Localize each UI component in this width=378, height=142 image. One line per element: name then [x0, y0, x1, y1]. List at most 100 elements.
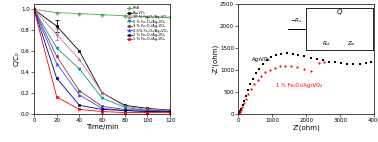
- X-axis label: Time/min: Time/min: [86, 124, 118, 130]
- 10 % Fe₂O₃/Ag₃VO₄: [145, 109, 150, 110]
- Point: [245, 93, 251, 95]
- 5 % Fe₂O₃/Ag₃VO₄: [32, 9, 36, 10]
- Point: [301, 68, 307, 70]
- Point: [253, 72, 259, 75]
- 5 % Fe₂O₃/Ag₃VO₄: [54, 47, 59, 49]
- 1 % Fe₂O₃/Ag₃VO₄: [32, 9, 36, 10]
- Ag₃VO₄: [100, 92, 104, 94]
- Point: [308, 70, 314, 72]
- 10 % Fe₂O₃/Ag₃VO₄: [32, 9, 36, 10]
- Point: [237, 110, 243, 112]
- 3 % Fe₂O₃/Ag₃VO₄: [77, 90, 82, 92]
- Line: 2 % Fe₂O₃/Ag₃VO₄: 2 % Fe₂O₃/Ag₃VO₄: [33, 8, 172, 113]
- 3 % Fe₂O₃/Ag₃VO₄: [32, 9, 36, 10]
- 2 % Fe₂O₃/Ag₃VO₄: [32, 9, 36, 10]
- 2 % Fe₂O₃/Ag₃VO₄: [145, 111, 150, 112]
- Legend: RhB, Ag₃VO₄, 10 % Fe₂O₃/Ag₃VO₄, 5 % Fe₂O₃/Ag₃VO₄, 3 % Fe₂O₃/Ag₃VO₄, 0.5% Fe₂O₃/A: RhB, Ag₃VO₄, 10 % Fe₂O₃/Ag₃VO₄, 5 % Fe₂O…: [126, 6, 168, 42]
- Point: [308, 57, 314, 59]
- Point: [264, 59, 270, 61]
- Point: [236, 112, 242, 114]
- Text: Ag₃VO₄: Ag₃VO₄: [253, 57, 271, 62]
- Point: [320, 59, 326, 61]
- 0.5% Fe₂O₃/Ag₃VO₄: [168, 111, 172, 112]
- Point: [282, 65, 288, 67]
- 1 % Fe₂O₃/Ag₃VO₄: [77, 109, 82, 110]
- Point: [260, 63, 266, 65]
- 2 % Fe₂O₃/Ag₃VO₄: [54, 77, 59, 79]
- Point: [247, 83, 253, 85]
- 1 % Fe₂O₃/Ag₃VO₄: [100, 111, 104, 112]
- Point: [254, 79, 260, 81]
- Y-axis label: -Z'(ohm): -Z'(ohm): [212, 44, 218, 74]
- X-axis label: Z'(ohm): Z'(ohm): [292, 124, 320, 131]
- 10 % Fe₂O₃/Ag₃VO₄: [77, 59, 82, 60]
- Ag₃VO₄: [145, 107, 150, 109]
- Point: [338, 62, 344, 64]
- 5 % Fe₂O₃/Ag₃VO₄: [100, 97, 104, 99]
- Line: 0.5% Fe₂O₃/Ag₃VO₄: 0.5% Fe₂O₃/Ag₃VO₄: [33, 8, 172, 113]
- 2 % Fe₂O₃/Ag₃VO₄: [100, 109, 104, 110]
- Point: [278, 53, 284, 55]
- Line: Ag₃VO₄: Ag₃VO₄: [33, 8, 172, 112]
- Point: [241, 100, 247, 102]
- Point: [316, 62, 322, 64]
- Point: [248, 88, 254, 90]
- Point: [236, 112, 242, 114]
- Point: [363, 62, 369, 64]
- RhB: [54, 12, 59, 13]
- Point: [277, 65, 283, 67]
- 1 % Fe₂O₃/Ag₃VO₄: [145, 112, 150, 113]
- 5 % Fe₂O₃/Ag₃VO₄: [77, 68, 82, 70]
- Point: [241, 102, 247, 104]
- 0.5% Fe₂O₃/Ag₃VO₄: [32, 9, 36, 10]
- 0.5% Fe₂O₃/Ag₃VO₄: [122, 110, 127, 111]
- 3 % Fe₂O₃/Ag₃VO₄: [145, 110, 150, 111]
- Point: [243, 98, 249, 100]
- 3 % Fe₂O₃/Ag₃VO₄: [168, 110, 172, 112]
- 1 % Fe₂O₃/Ag₃VO₄: [54, 96, 59, 98]
- RhB: [100, 14, 104, 15]
- 2 % Fe₂O₃/Ag₃VO₄: [77, 104, 82, 106]
- RhB: [32, 9, 36, 10]
- Line: 1 % Fe₂O₃/Ag₃VO₄: 1 % Fe₂O₃/Ag₃VO₄: [33, 8, 172, 114]
- 10 % Fe₂O₃/Ag₃VO₄: [54, 34, 59, 35]
- Point: [268, 56, 274, 58]
- 0.5% Fe₂O₃/Ag₃VO₄: [145, 111, 150, 112]
- 2 % Fe₂O₃/Ag₃VO₄: [168, 111, 172, 113]
- Point: [238, 109, 244, 111]
- Point: [251, 83, 257, 85]
- 5 % Fe₂O₃/Ag₃VO₄: [122, 106, 127, 108]
- Point: [301, 55, 307, 57]
- Ag₃VO₄: [168, 109, 172, 111]
- Ag₃VO₄: [77, 50, 82, 52]
- 10 % Fe₂O₃/Ag₃VO₄: [122, 106, 127, 107]
- 3 % Fe₂O₃/Ag₃VO₄: [100, 106, 104, 107]
- 10 % Fe₂O₃/Ag₃VO₄: [100, 92, 104, 94]
- Point: [243, 95, 249, 97]
- Point: [290, 53, 296, 55]
- 2 % Fe₂O₃/Ag₃VO₄: [122, 110, 127, 111]
- Point: [284, 52, 290, 54]
- Point: [250, 78, 256, 80]
- Point: [350, 63, 356, 65]
- RhB: [122, 15, 127, 17]
- RhB: [168, 16, 172, 18]
- Point: [321, 60, 327, 63]
- RhB: [145, 16, 150, 18]
- Point: [314, 58, 320, 60]
- Ag₃VO₄: [54, 25, 59, 27]
- Point: [267, 69, 273, 71]
- 10 % Fe₂O₃/Ag₃VO₄: [168, 110, 172, 111]
- Line: 3 % Fe₂O₃/Ag₃VO₄: 3 % Fe₂O₃/Ag₃VO₄: [33, 8, 172, 113]
- Point: [245, 89, 251, 92]
- 5 % Fe₂O₃/Ag₃VO₄: [145, 110, 150, 111]
- Point: [273, 54, 279, 56]
- Ag₃VO₄: [32, 9, 36, 10]
- 1 % Fe₂O₃/Ag₃VO₄: [168, 112, 172, 113]
- RhB: [77, 13, 82, 14]
- 1 % Fe₂O₃/Ag₃VO₄: [122, 112, 127, 113]
- 0.5% Fe₂O₃/Ag₃VO₄: [100, 107, 104, 109]
- Ag₃VO₄: [122, 104, 127, 106]
- 5 % Fe₂O₃/Ag₃VO₄: [168, 110, 172, 112]
- Point: [239, 106, 245, 108]
